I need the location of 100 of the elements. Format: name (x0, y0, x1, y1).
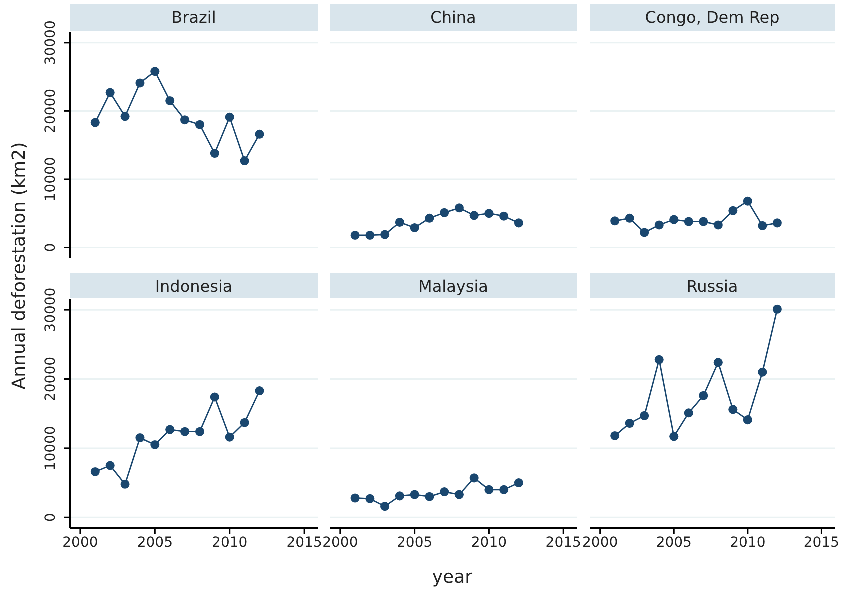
point (454, 204, 464, 213)
point (350, 494, 360, 503)
point (106, 461, 115, 470)
point (470, 211, 479, 220)
point (395, 492, 404, 501)
point (484, 485, 494, 494)
point (350, 230, 360, 240)
point (180, 427, 190, 436)
point (240, 418, 250, 428)
point (136, 78, 145, 88)
x-tick-label: 2000 (322, 534, 358, 551)
point (470, 474, 479, 483)
point (410, 490, 420, 500)
point (500, 212, 509, 221)
point (728, 206, 738, 216)
point (120, 112, 130, 122)
point (225, 112, 234, 122)
point (210, 149, 220, 158)
y-tick-label: 20000 (42, 356, 59, 402)
point (410, 223, 420, 232)
point (120, 480, 130, 489)
point (366, 230, 375, 240)
point (670, 432, 679, 442)
x-tick-label: 2005 (137, 534, 173, 551)
x-tick-label: 2010 (471, 534, 508, 551)
point (484, 209, 494, 218)
point (195, 427, 204, 436)
chart-title: Brazil (172, 8, 216, 27)
point (106, 88, 115, 98)
point (699, 391, 708, 400)
point (758, 221, 768, 230)
point (440, 488, 450, 497)
point (150, 440, 160, 450)
point (728, 405, 738, 414)
point (440, 208, 450, 218)
chart-title: Malaysia (418, 277, 488, 296)
point (166, 96, 175, 106)
y-tick-label: 0 (42, 513, 59, 522)
point (380, 230, 390, 240)
x-tick-label: 2010 (730, 534, 766, 551)
point (380, 502, 390, 512)
point (255, 130, 264, 139)
y-tick-label: 10000 (42, 157, 59, 202)
x-axis-title: year (432, 567, 474, 588)
point (640, 411, 650, 420)
point (395, 218, 404, 227)
point (136, 434, 145, 443)
point (255, 386, 264, 396)
point (714, 220, 723, 230)
x-tick-label: 2015 (286, 534, 322, 551)
point (743, 196, 752, 206)
point (90, 118, 100, 128)
point (684, 217, 694, 226)
point (670, 215, 679, 224)
x-tick-label: 2015 (804, 534, 840, 551)
x-tick-label: 2005 (396, 534, 433, 551)
chart-title: Russia (686, 277, 738, 296)
y-tick-label: 10000 (42, 426, 59, 471)
point (610, 431, 620, 440)
point (758, 368, 768, 377)
point (425, 492, 434, 502)
x-tick-label: 2000 (582, 534, 618, 551)
point (180, 116, 190, 125)
y-tick-label: 30000 (42, 20, 59, 66)
point (772, 218, 782, 228)
point (514, 218, 524, 228)
point (514, 478, 524, 488)
point (743, 416, 752, 425)
point (240, 156, 250, 166)
chart-title: China (430, 8, 476, 27)
point (625, 419, 634, 428)
point (366, 494, 375, 504)
point (654, 355, 664, 364)
point (610, 216, 620, 226)
point (210, 392, 220, 402)
chart-title: Congo, Dem Rep (645, 8, 780, 27)
point (654, 220, 664, 230)
point (454, 490, 464, 500)
point (225, 432, 234, 442)
point (150, 67, 160, 76)
point (640, 228, 650, 238)
point (772, 304, 782, 314)
x-tick-label: 2005 (656, 534, 692, 551)
y-axis-title: Annual deforestation (km2) (9, 142, 30, 390)
point (714, 358, 723, 368)
chart-title: Indonesia (155, 277, 233, 296)
x-tick-label: 2000 (62, 534, 98, 551)
point (195, 120, 204, 130)
y-tick-label: 0 (42, 243, 59, 252)
point (500, 485, 509, 494)
x-tick-label: 2015 (546, 534, 582, 551)
point (425, 214, 434, 223)
x-tick-label: 2010 (212, 534, 248, 551)
point (699, 217, 708, 226)
point (684, 408, 694, 418)
y-tick-label: 20000 (42, 88, 59, 134)
point (90, 467, 100, 476)
point (166, 425, 175, 434)
point (625, 214, 634, 223)
y-tick-label: 30000 (42, 288, 59, 332)
